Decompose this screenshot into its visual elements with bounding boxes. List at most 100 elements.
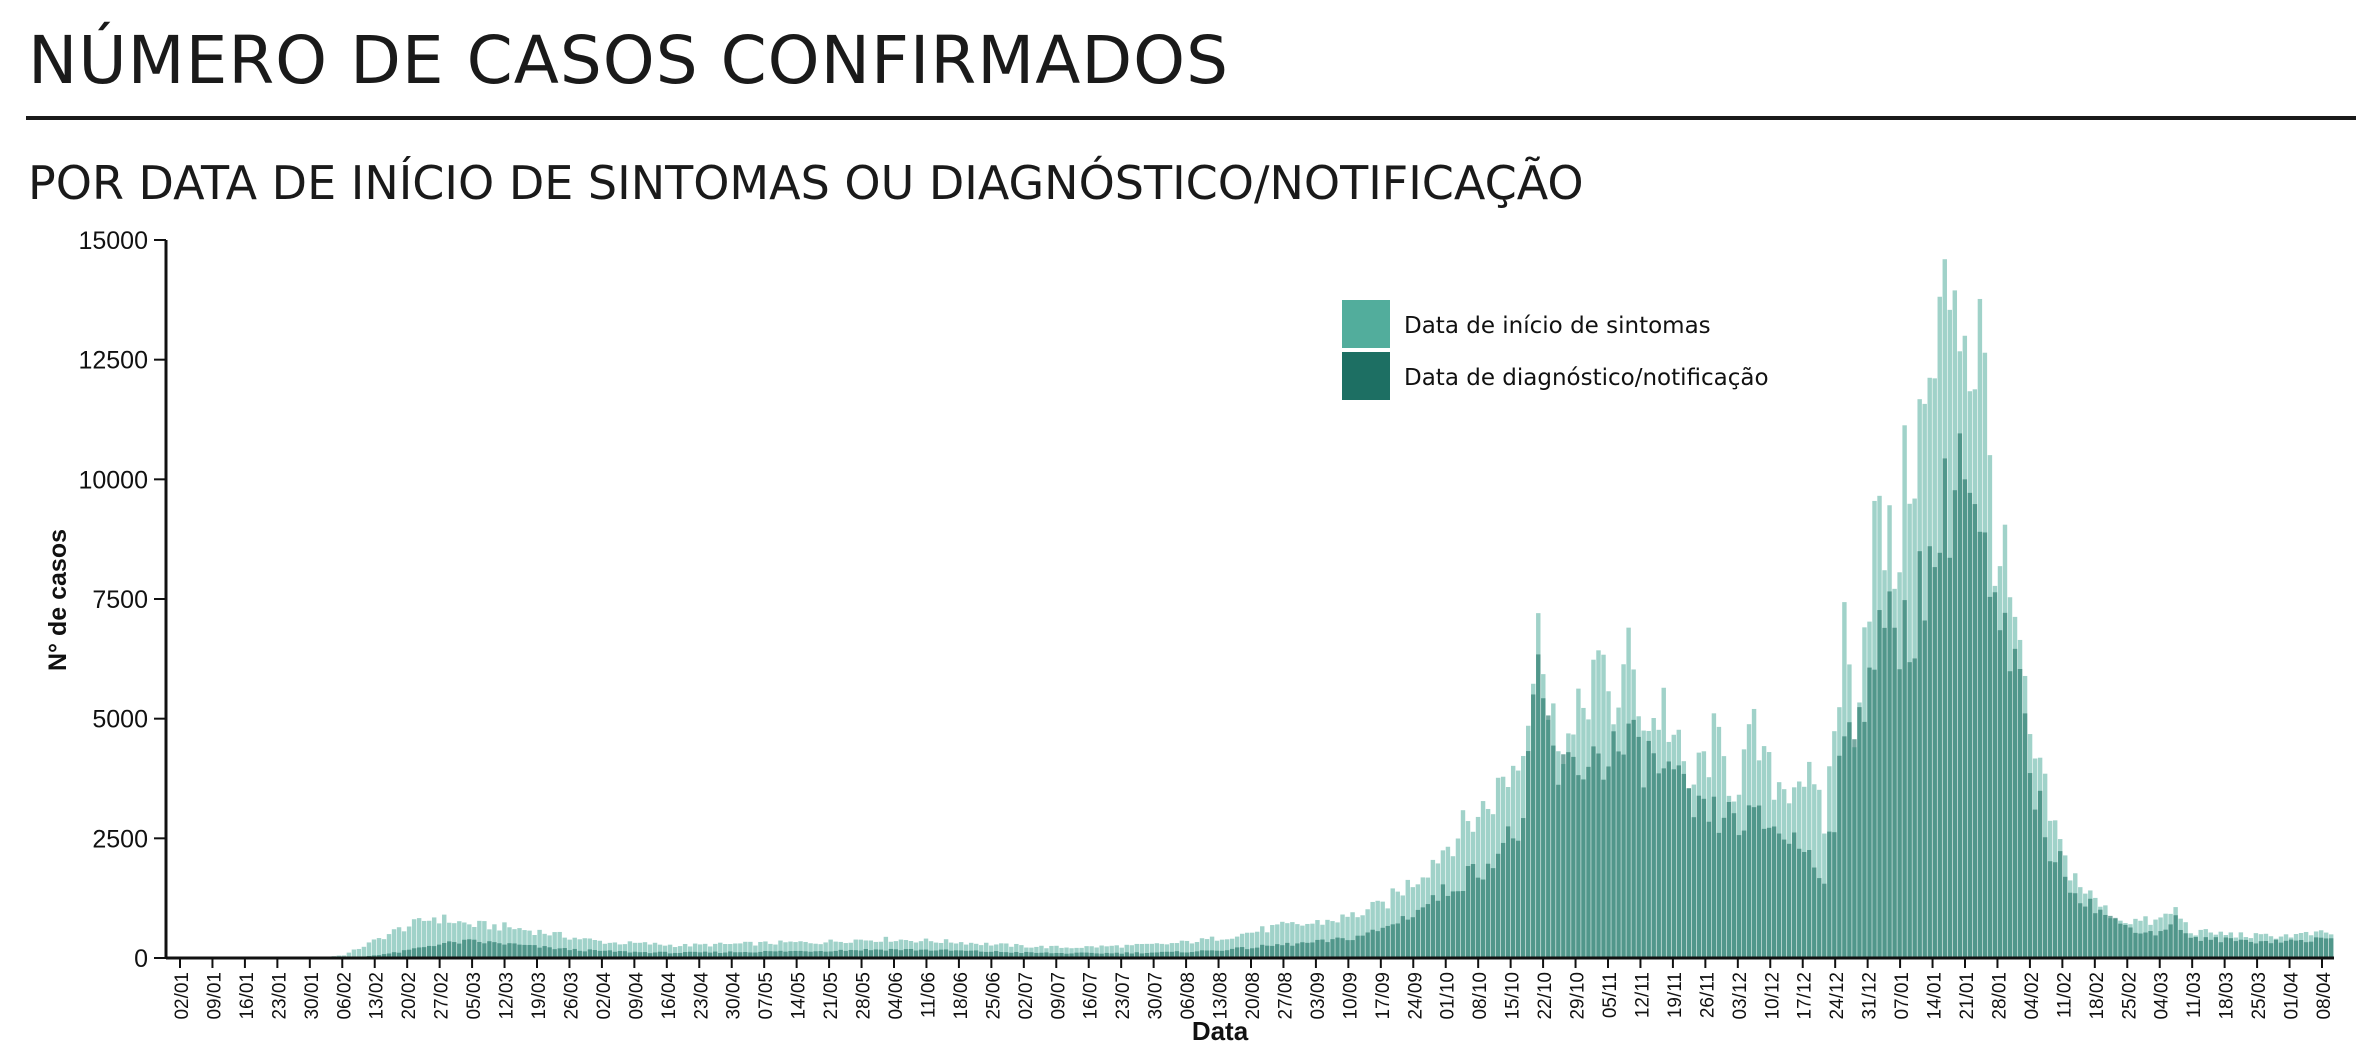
onset-bar <box>1134 943 1139 958</box>
notification-bar <box>938 949 944 958</box>
x-tick-label: 14/01 <box>1925 972 1946 1020</box>
onset-bar <box>968 942 974 958</box>
x-tick-label: 25/06 <box>983 972 1004 1020</box>
notification-bar <box>984 951 989 958</box>
notification-bar <box>1074 952 1079 958</box>
onset-bar <box>1054 945 1059 958</box>
notification-bar <box>708 952 713 958</box>
onset-bar <box>1255 931 1260 958</box>
notification-bar <box>1807 850 1812 958</box>
notification-bar <box>667 953 673 958</box>
notification-bar <box>2022 713 2028 958</box>
notification-bar <box>898 950 904 958</box>
onset-bar <box>958 942 964 958</box>
notification-bar <box>2223 937 2229 958</box>
onset-bar <box>1244 932 1250 958</box>
notification-bar <box>2078 903 2083 958</box>
notification-bar <box>1596 753 1601 958</box>
x-tick-label: 29/10 <box>1568 972 1589 1020</box>
x-tick-label: 25/03 <box>2249 972 2270 1020</box>
notification-bar <box>2017 669 2023 958</box>
x-tick-label: 30/01 <box>302 972 323 1020</box>
onset-bar <box>572 937 577 958</box>
onset-bar <box>597 940 603 958</box>
notification-bar <box>2113 917 2118 958</box>
onset-bar <box>582 938 587 958</box>
x-tick-label: 23/01 <box>269 972 290 1020</box>
x-tick-label: 28/05 <box>854 972 875 1020</box>
notification-bar <box>888 948 894 958</box>
x-tick-label: 23/04 <box>691 972 712 1020</box>
notification-bar <box>632 951 638 958</box>
notification-bar <box>813 951 818 958</box>
legend-label: Data de início de sintomas <box>1404 313 1711 339</box>
notification-bar <box>2253 943 2259 958</box>
x-tick-label: 20/08 <box>1243 972 1264 1020</box>
notification-bar <box>1576 775 1581 958</box>
notification-bar <box>2293 940 2299 958</box>
notification-bar <box>1666 761 1671 958</box>
x-tick-label: 24/12 <box>1827 972 1848 1020</box>
notification-bar <box>1852 739 1857 958</box>
x-tick-label: 20/02 <box>399 972 420 1020</box>
onset-bar <box>943 939 949 958</box>
notification-bar <box>2323 938 2329 958</box>
onset-bar <box>391 929 397 958</box>
onset-bar <box>853 939 858 958</box>
notification-bar <box>1290 945 1295 958</box>
onset-bar <box>1405 879 1410 958</box>
onset-bar <box>1234 936 1240 958</box>
notification-bar <box>1686 788 1692 958</box>
x-tick-label: 02/01 <box>172 972 193 1020</box>
onset-bar <box>557 931 562 958</box>
notification-bar <box>1867 667 1872 958</box>
x-tick-label: 19/03 <box>529 972 550 1020</box>
onset-bar <box>1019 945 1024 958</box>
notification-bar <box>517 944 522 958</box>
onset-bar <box>1189 943 1195 958</box>
notification-bar <box>462 939 467 958</box>
notification-bar <box>1736 835 1742 958</box>
notification-bar <box>2273 939 2279 958</box>
notification-bar <box>702 951 708 958</box>
notification-bar <box>1781 839 1787 958</box>
notification-bar <box>1330 939 1335 958</box>
notification-bar <box>928 950 934 958</box>
onset-bar <box>1069 948 1074 958</box>
notification-bar <box>1606 766 1611 958</box>
notification-bar <box>617 951 623 958</box>
notification-bar <box>2283 940 2289 958</box>
notification-bar <box>1009 952 1014 958</box>
y-tick-label: 12500 <box>78 347 148 375</box>
onset-bar <box>376 938 382 958</box>
notification-bar <box>1315 939 1320 958</box>
notification-bar <box>672 952 678 958</box>
onset-bar <box>828 939 833 958</box>
notification-bar <box>2188 937 2193 958</box>
notification-bar <box>2123 924 2128 958</box>
onset-bar <box>808 943 813 958</box>
notification-bar <box>1611 731 1616 958</box>
x-tick-label: 13/02 <box>367 972 388 1020</box>
notification-bar <box>1365 932 1370 958</box>
notification-bar <box>637 952 643 958</box>
notification-bar <box>2103 914 2108 958</box>
notification-bar <box>1581 779 1586 958</box>
onset-bar <box>738 943 743 958</box>
notification-bar <box>1802 852 1807 958</box>
onset-bar <box>381 939 387 958</box>
notification-bar <box>1817 878 1822 958</box>
notification-bar <box>381 954 387 958</box>
onset-bar <box>346 952 352 958</box>
notification-bar <box>1912 658 1917 958</box>
notification-bar <box>2083 906 2088 958</box>
onset-bar <box>758 941 763 958</box>
notification-bar <box>1425 904 1431 958</box>
notification-bar <box>642 952 648 958</box>
onset-bar <box>1260 926 1265 958</box>
notification-bar <box>1089 952 1094 958</box>
onset-bar <box>1270 925 1275 958</box>
notification-bar <box>1179 952 1185 958</box>
notification-bar <box>2098 909 2103 958</box>
onset-bar <box>552 932 557 958</box>
